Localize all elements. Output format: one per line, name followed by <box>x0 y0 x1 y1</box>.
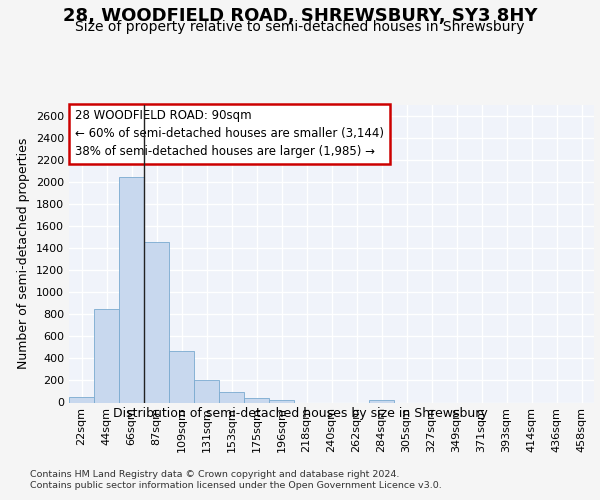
Bar <box>219 392 244 402</box>
Bar <box>369 400 394 402</box>
Bar <box>144 242 169 402</box>
Bar <box>119 176 144 402</box>
Text: 28, WOODFIELD ROAD, SHREWSBURY, SY3 8HY: 28, WOODFIELD ROAD, SHREWSBURY, SY3 8HY <box>63 8 537 26</box>
Text: Contains HM Land Registry data © Crown copyright and database right 2024.: Contains HM Land Registry data © Crown c… <box>30 470 400 479</box>
Text: Size of property relative to semi-detached houses in Shrewsbury: Size of property relative to semi-detach… <box>75 20 525 34</box>
Y-axis label: Number of semi-detached properties: Number of semi-detached properties <box>17 138 31 370</box>
Text: Distribution of semi-detached houses by size in Shrewsbury: Distribution of semi-detached houses by … <box>113 408 487 420</box>
Text: Contains public sector information licensed under the Open Government Licence v3: Contains public sector information licen… <box>30 481 442 490</box>
Bar <box>69 397 94 402</box>
Text: 28 WOODFIELD ROAD: 90sqm
← 60% of semi-detached houses are smaller (3,144)
38% o: 28 WOODFIELD ROAD: 90sqm ← 60% of semi-d… <box>76 110 385 158</box>
Bar <box>269 400 294 402</box>
Bar <box>194 380 219 402</box>
Bar <box>94 309 119 402</box>
Bar <box>169 350 194 403</box>
Bar <box>244 398 269 402</box>
